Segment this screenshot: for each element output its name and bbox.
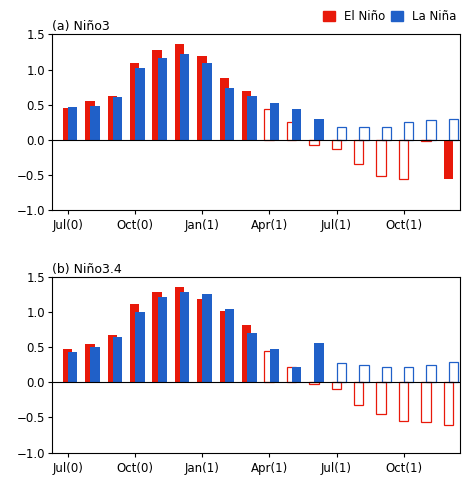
Bar [202,62,212,140]
Bar [421,382,431,422]
Text: (b) Niño3.4: (b) Niño3.4 [52,263,122,276]
Bar [354,140,364,164]
Bar [264,351,274,382]
Bar [113,337,122,382]
Bar [91,106,100,140]
Bar [404,123,413,140]
Bar [427,120,436,140]
Bar [130,62,139,140]
Bar [68,352,77,382]
Bar [247,95,256,140]
Bar [337,363,346,382]
Bar [85,344,95,382]
Bar [292,367,301,382]
Bar [287,367,296,382]
Bar [376,140,386,177]
Bar [153,292,162,382]
Bar [444,382,453,425]
Bar [219,311,229,382]
Bar [175,44,184,140]
Bar [63,108,73,140]
Bar [382,127,391,140]
Bar [354,382,364,405]
Text: (a) Niño3: (a) Niño3 [52,20,110,33]
Bar [85,101,95,140]
Bar [63,349,73,382]
Bar [68,107,77,140]
Bar [130,304,139,382]
Bar [158,58,167,140]
Bar [180,54,190,140]
Bar [153,50,162,140]
Bar [225,308,234,382]
Bar [382,367,391,382]
Bar [242,325,252,382]
Bar [309,382,319,384]
Bar [247,333,256,382]
Bar [332,140,341,149]
Bar [113,97,122,140]
Bar [399,140,408,179]
Bar [270,349,279,382]
Bar [309,140,319,146]
Bar [202,295,212,382]
Bar [270,103,279,140]
Bar [292,109,301,140]
Bar [399,382,408,421]
Bar [225,88,234,140]
Bar [108,95,117,140]
Bar [180,292,190,382]
Bar [158,297,167,382]
Bar [135,312,145,382]
Bar [421,140,431,141]
Bar [175,287,184,382]
Bar [108,335,117,382]
Bar [427,366,436,382]
Bar [444,140,453,179]
Bar [404,367,413,382]
Bar [332,382,341,389]
Bar [314,343,324,382]
Bar [359,365,369,382]
Bar [314,119,324,140]
Bar [219,78,229,140]
Legend: El Niño, La Niña: El Niño, La Niña [321,9,458,24]
Bar [242,91,252,140]
Bar [359,127,369,140]
Bar [337,126,346,140]
Bar [449,362,458,382]
Bar [449,119,458,140]
Bar [197,56,207,140]
Bar [135,68,145,140]
Bar [287,123,296,140]
Bar [264,109,274,140]
Bar [376,382,386,414]
Bar [91,347,100,382]
Bar [197,299,207,382]
